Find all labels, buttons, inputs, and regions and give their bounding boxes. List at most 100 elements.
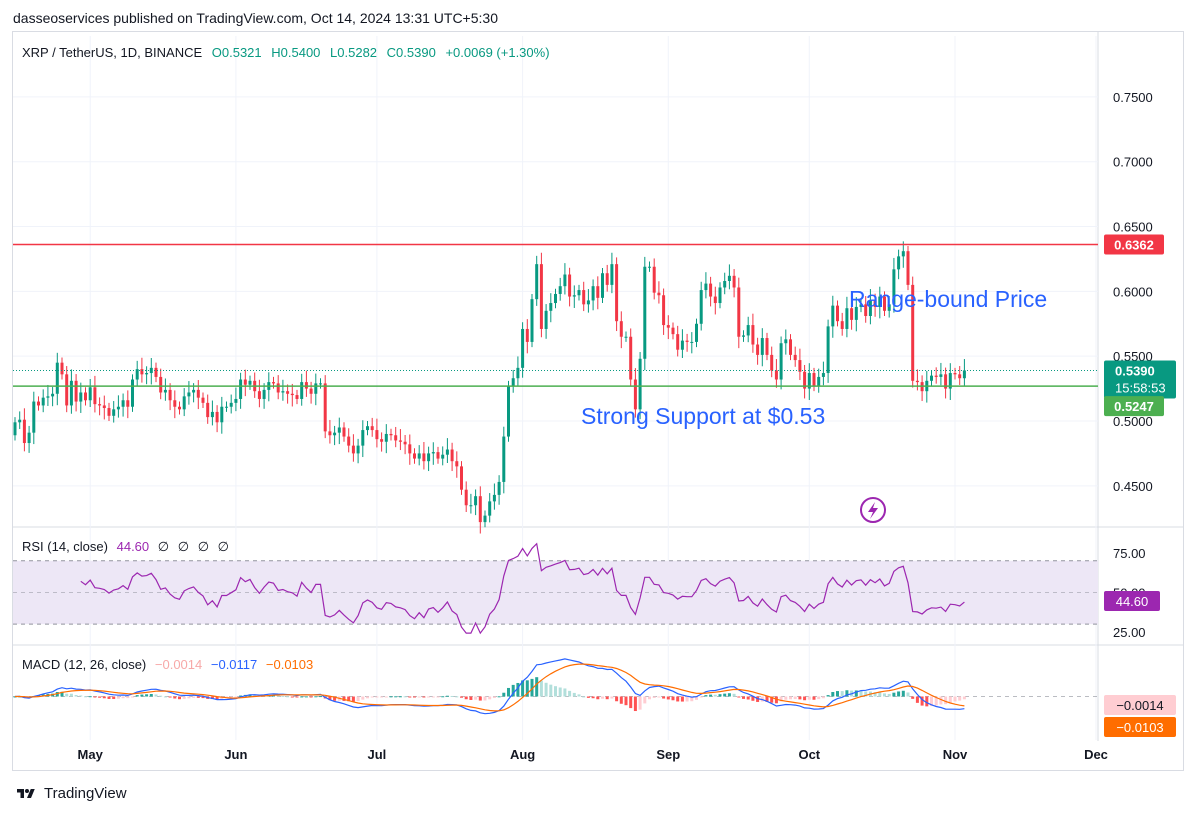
macd-hist-bar [375, 696, 379, 698]
macd-hist-bar [723, 693, 727, 697]
candle-body [436, 452, 440, 459]
time-tick-label: Jun [224, 747, 247, 762]
symbol-name[interactable]: XRP / TetherUS, 1D, BINANCE [22, 45, 203, 60]
candle-body [586, 300, 590, 305]
candle-body [173, 400, 177, 407]
candle-body [821, 373, 825, 377]
candle-body [774, 370, 778, 380]
candle-body [530, 299, 534, 342]
rsi-legend[interactable]: RSI (14, close) 44.60 ∅ ∅ ∅ ∅ [22, 539, 234, 555]
candle-body [309, 388, 313, 394]
macd-hist-bar [624, 696, 628, 706]
macd-hist-bar [892, 692, 896, 697]
macd-hist-bar [328, 696, 332, 701]
macd-hist-bar [911, 696, 915, 699]
candle-body [18, 419, 22, 423]
macd-hist-bar [215, 696, 219, 700]
candle-body [624, 336, 628, 338]
candle-body [554, 293, 557, 304]
candle-body [464, 489, 468, 506]
candle-body [422, 453, 426, 462]
macd-hist-bar [102, 696, 106, 699]
candle-body [225, 406, 228, 408]
symbol-legend[interactable]: XRP / TetherUS, 1D, BINANCE O0.5321 H0.5… [22, 45, 556, 60]
rsi-extra-2: ∅ [177, 539, 190, 554]
candle-body [215, 411, 219, 423]
macd-hist-bar [525, 680, 529, 697]
candle-body [107, 408, 111, 416]
footer-brand[interactable]: TradingView [14, 785, 127, 802]
macd-legend[interactable]: MACD (12, 26, close) −0.0014 −0.0117 −0.… [22, 657, 318, 672]
candle-body [342, 427, 346, 437]
macd-hist-bar [370, 696, 374, 698]
candle-body [662, 295, 666, 326]
macd-hist-bar [549, 684, 553, 697]
candle-body [516, 367, 520, 379]
macd-line-value: −0.0117 [210, 657, 258, 672]
macd-hist-bar [934, 696, 938, 706]
macd-hist-bar [234, 696, 238, 698]
candle-body [234, 398, 238, 403]
macd-hist-bar [116, 696, 120, 699]
macd-hist-bar [140, 694, 144, 697]
ohlc-change: +0.0069 (+1.30%) [445, 45, 550, 60]
macd-hist-bar [629, 696, 633, 709]
macd-hist-bar [488, 696, 492, 700]
candle-body [314, 383, 318, 394]
macd-hist-bar [187, 696, 191, 699]
macd-hist-bar [704, 695, 708, 697]
macd-hist-bar [591, 696, 595, 699]
candle-body [370, 426, 374, 431]
macd-hist-bar [817, 696, 821, 700]
last-price-badge: 0.5390 [1115, 363, 1155, 378]
time-axis: May Jun Jul Aug Sep Oct Nov Dec [78, 747, 1108, 762]
annotations: Range-bound Price Strong Support at $0.53 [581, 286, 1047, 523]
macd-hist-bar [79, 695, 83, 697]
macd-hist-bar [88, 696, 92, 698]
macd-hist-bar [474, 696, 478, 700]
macd-hist-bar [582, 696, 586, 698]
candle-body [79, 392, 83, 402]
macd-hist-bar [742, 696, 745, 699]
macd-hist-bar [229, 696, 233, 698]
candle-body [140, 369, 144, 375]
macd-hist-bar [662, 696, 666, 699]
macd-hist-bar [887, 693, 891, 697]
macd-hist-bar [554, 686, 557, 697]
macd-hist-bar [930, 696, 933, 707]
candle-body [323, 383, 327, 432]
price-tick-label: 0.6000 [1113, 284, 1153, 299]
candle-body [868, 300, 872, 316]
candle-body [380, 439, 384, 442]
macd-label[interactable]: MACD (12, 26, close) [22, 657, 147, 672]
macd-hist-bar [821, 696, 825, 699]
macd-hist-badge: −0.0014 [1116, 698, 1163, 713]
candle-body [398, 440, 402, 442]
candle-body [615, 264, 619, 322]
candle-body [474, 496, 478, 506]
candle-body [629, 336, 633, 380]
candle-body [60, 362, 64, 375]
candle-body [760, 338, 764, 355]
candle-body [88, 387, 92, 401]
macd-hist-bar [539, 680, 543, 697]
rsi-label[interactable]: RSI (14, close) [22, 539, 108, 554]
macd-hist-bar [953, 696, 957, 702]
candle-body [765, 338, 769, 355]
candle-body [704, 283, 708, 291]
macd-hist-bar [65, 693, 69, 697]
macd-hist-bar [182, 696, 186, 699]
macd-hist-bar [709, 694, 713, 697]
macd-hist-bar [812, 696, 816, 700]
candle-body [112, 409, 116, 416]
macd-hist-bar [774, 696, 778, 704]
chart-frame[interactable] [12, 31, 1184, 771]
macd-hist-bar [413, 696, 416, 698]
time-tick-label: Dec [1084, 747, 1108, 762]
resistance-badge: 0.6362 [1114, 237, 1154, 252]
candle-body [178, 406, 181, 410]
candle-body [643, 266, 647, 359]
macd-hist-bar [84, 696, 87, 698]
footer-brand-text: TradingView [44, 785, 127, 802]
